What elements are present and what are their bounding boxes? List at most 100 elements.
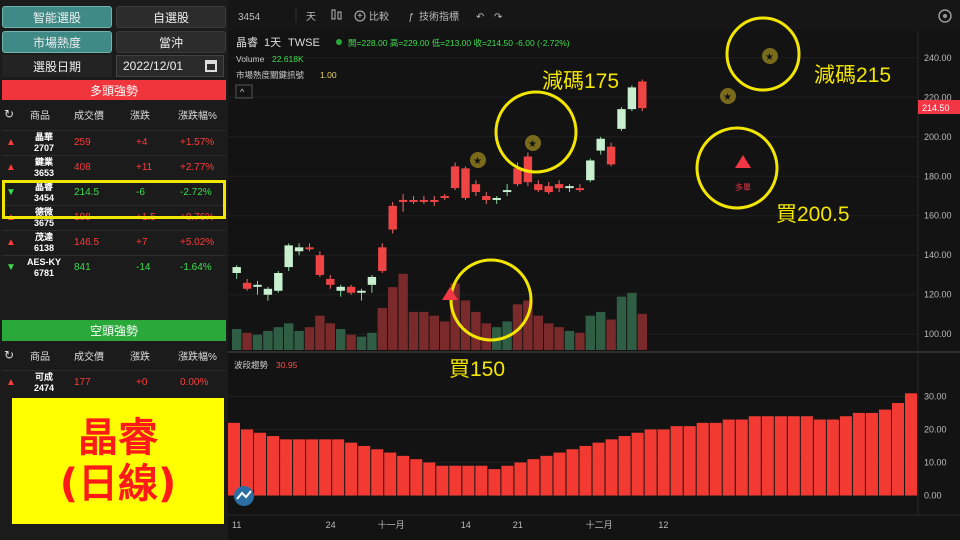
volume-bar (564, 330, 575, 350)
stock-change: +0 (136, 377, 148, 388)
oscillator-bar (618, 436, 631, 496)
tab-day-trade[interactable]: 當沖 (116, 31, 226, 53)
toolbar-interval[interactable]: 天 (306, 12, 316, 23)
volume-bar (408, 311, 419, 350)
tab-smart-picks[interactable]: 智能選股 (2, 6, 112, 28)
oscillator-bar (644, 429, 657, 496)
oscillator-bar (748, 416, 761, 496)
candle-body (471, 184, 481, 193)
candle-body (430, 199, 439, 202)
oscillator-bar (228, 422, 241, 496)
stock-title-name: 晶睿 (78, 415, 158, 461)
col-change: 漲跌 (130, 110, 150, 122)
stock-row[interactable]: ▼ 晶睿 3454 214.5 -6 -2.72% (2, 180, 226, 204)
oscillator-bar (774, 416, 787, 496)
calendar-icon[interactable] (205, 60, 217, 72)
candle-body (378, 247, 387, 272)
oscillator-bar (293, 439, 306, 496)
legend-ohlc: 開=228.00 高=229.00 低=213.00 收=214.50 -6.0… (348, 38, 570, 48)
bull-column-header: ↻ 商品 成交價 漲跌 漲跌幅% (2, 104, 226, 124)
oscillator-bar (735, 419, 748, 496)
candle-style-icon[interactable] (331, 9, 342, 20)
price-axis-label: 200.00 (924, 132, 952, 142)
indicators-button[interactable]: 技術指標 (419, 10, 459, 23)
candle-body (357, 290, 366, 293)
undo-icon[interactable]: ↶ (476, 12, 484, 23)
tab-watchlist[interactable]: 自選股 (116, 6, 226, 28)
oscillator-bar (540, 455, 553, 496)
stock-price: 408 (74, 162, 91, 173)
refresh-icon[interactable]: ↻ (4, 107, 15, 121)
annotation-circle-buy200 (695, 126, 779, 210)
settings-gear-icon[interactable] (938, 9, 952, 23)
tab-market-heat[interactable]: 市場熱度 (2, 31, 112, 53)
time-axis-label: 21 (513, 520, 523, 530)
candle-body (627, 87, 637, 110)
bull-section-title: 多頭強勢 (2, 80, 226, 100)
redo-icon[interactable]: ↷ (494, 12, 503, 23)
osc-label: 波段趨勢 (234, 360, 269, 370)
sell-signal-icon: ★ (525, 135, 541, 151)
compare-icon[interactable]: + (354, 10, 366, 22)
toolbar-symbol[interactable]: 3454 (238, 12, 261, 23)
volume-bar (544, 323, 554, 350)
stock-row[interactable]: ▲ 可成 2474 177 +0 0.00% (2, 370, 226, 394)
oscillator-bar (254, 432, 267, 496)
volume-bar (252, 334, 263, 350)
oscillator-bar (527, 459, 540, 496)
candle-body (232, 267, 241, 273)
osc-axis-label: 30.00 (924, 391, 947, 401)
candle-body (544, 186, 553, 193)
candle-body (294, 247, 304, 252)
stock-name-code: AES-KY 6781 (26, 256, 62, 279)
candle-body (617, 109, 626, 129)
oscillator-bar (241, 429, 254, 496)
compare-button[interactable]: 比較 (369, 10, 389, 23)
volume-bar (325, 323, 335, 350)
stock-price: 146.5 (74, 237, 100, 248)
date-input[interactable]: 2022/12/01 (116, 55, 224, 77)
oscillator-bar (319, 439, 332, 496)
oscillator-bar (683, 426, 696, 496)
osc-axis-label: 20.00 (924, 424, 947, 434)
stock-row[interactable]: ▲ 晶華 2707 259 +4 +1.57% (2, 130, 226, 154)
left-panel: 智能選股 自選股 市場熱度 當沖 選股日期 2022/12/01 多頭強勢 ↻ … (0, 0, 228, 540)
volume-bar (284, 323, 294, 350)
stock-row[interactable]: ▼ AES-KY 6781 841 -14 -1.64% (2, 255, 226, 279)
stock-code: 3653 (33, 167, 55, 178)
stock-code: 6781 (33, 267, 55, 278)
volume-bar (523, 300, 533, 350)
volume-bar (273, 327, 283, 350)
oscillator-bar (722, 419, 735, 496)
oscillator-bar (345, 442, 358, 496)
chart-area[interactable]: 3454 天 + 比較 ƒ 技術指標 ↶ ↷ 240.00 220.0 (228, 0, 960, 540)
volume-bar (398, 273, 408, 350)
tradingview-logo-icon[interactable] (234, 486, 254, 506)
candle-body (638, 81, 647, 109)
stock-code: 2474 (33, 382, 55, 393)
time-axis-label: 12 (658, 520, 668, 530)
oscillator-bar (813, 419, 826, 496)
collapse-legend-button[interactable] (235, 84, 253, 99)
stock-name-code: 可成 2474 (26, 371, 62, 394)
price-pane[interactable] (228, 31, 918, 351)
stock-row[interactable]: ▲ 德微 3675 198 +1.5 +0.76% (2, 205, 226, 229)
oscillator-bar (397, 455, 410, 496)
refresh-icon[interactable]: ↻ (4, 348, 15, 362)
oscillator-bar (800, 416, 813, 496)
volume-bar (367, 332, 377, 350)
stock-code: 3454 (33, 192, 55, 203)
svg-text:★: ★ (528, 139, 537, 150)
stock-code: 3675 (33, 217, 55, 228)
oscillator-bar (592, 442, 605, 496)
candle-body (398, 199, 408, 202)
stock-change-pct: +2.77% (180, 162, 215, 173)
market-status-icon (336, 39, 342, 45)
col-pct: 漲跌幅% (178, 110, 217, 122)
stock-price: 198 (74, 212, 91, 223)
stock-row[interactable]: ▲ 茂達 6138 146.5 +7 +5.02% (2, 230, 226, 254)
stock-row[interactable]: ▲ 鍵業 3653 408 +11 +2.77% (2, 155, 226, 179)
indicator-icon[interactable]: ƒ (408, 12, 414, 23)
volume-bar (606, 319, 616, 350)
candle-body (450, 166, 460, 189)
